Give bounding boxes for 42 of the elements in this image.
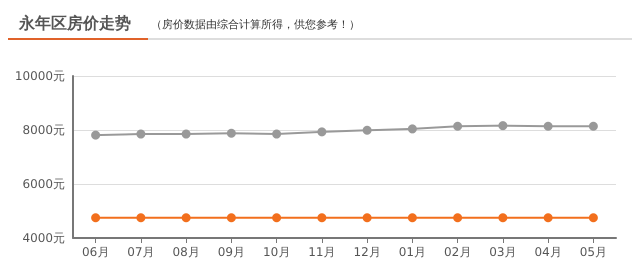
chart-title: 永年区房价走势: [18, 14, 131, 32]
x-tick-label: 06月: [82, 245, 110, 259]
point: [588, 122, 598, 131]
point: [182, 213, 191, 222]
x-tick-label: 08月: [172, 245, 200, 259]
point: [362, 213, 372, 222]
point: [182, 130, 191, 139]
point: [226, 128, 236, 138]
point: [544, 122, 553, 131]
x-tick-label: 03月: [489, 245, 517, 259]
x-tick-label: 05月: [580, 245, 608, 259]
y-tick-label: 6000元: [22, 177, 65, 191]
point: [498, 121, 508, 130]
point: [91, 213, 100, 222]
point: [272, 130, 282, 139]
x-tick-label: 04月: [534, 245, 562, 259]
x-tick-label: 01月: [398, 245, 426, 259]
point: [91, 130, 100, 140]
point: [453, 122, 462, 131]
point: [588, 213, 598, 222]
point: [544, 213, 553, 222]
x-tick-label: 10月: [262, 245, 290, 259]
x-tick-label: 12月: [353, 245, 381, 259]
point: [226, 213, 236, 222]
y-tick-label: 10000元: [14, 69, 65, 83]
point: [317, 127, 326, 136]
point: [362, 126, 372, 135]
y-tick-label: 8000元: [22, 123, 65, 137]
y-tick-label: 4000元: [22, 231, 65, 245]
point: [408, 124, 417, 134]
x-tick-label: 11月: [308, 245, 336, 259]
x-tick-label: 09月: [218, 245, 246, 259]
point: [272, 213, 282, 222]
x-tick-label: 07月: [127, 245, 155, 259]
point: [136, 130, 146, 139]
chart-subtitle: （房价数据由综合计算所得，供您参考！）: [151, 18, 360, 31]
point: [136, 213, 146, 222]
point: [317, 213, 326, 222]
point: [408, 213, 417, 222]
point: [498, 213, 508, 222]
point: [453, 213, 462, 222]
x-tick-label: 02月: [444, 245, 472, 259]
